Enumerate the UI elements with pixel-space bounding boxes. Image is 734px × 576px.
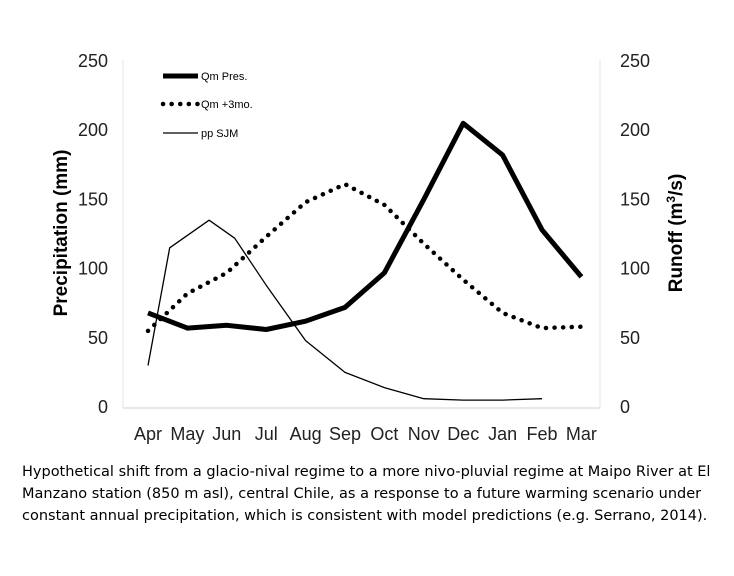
legend: Qm Pres. Qm +3mo. pp SJM	[160, 71, 253, 140]
legend-label-qm-pres: Qm Pres.	[201, 71, 247, 83]
right-axis-title-prefix: Runoff (m	[666, 203, 687, 293]
x-tick-label: Aug	[290, 424, 322, 444]
right-axis-title: Runoff (m3/s)	[664, 174, 687, 293]
series-qm-3mo-line	[145, 181, 584, 334]
x-tick-label: Nov	[408, 424, 440, 444]
x-tick-label: Mar	[566, 424, 597, 444]
x-tick-label: Oct	[370, 424, 398, 444]
x-tick-label: Jun	[212, 424, 241, 444]
x-axis-ticks: Apr May Jun Jul Aug Sep Oct Nov Dec Jan Feb Mar	[134, 424, 597, 444]
legend-label-qm-3mo: Qm +3mo.	[201, 99, 253, 111]
series-qm-pres-line	[147, 120, 584, 332]
right-tick-label: 50	[620, 328, 640, 348]
right-tick-label: 150	[620, 189, 650, 209]
left-tick-label: 250	[78, 51, 108, 71]
left-tick-label: 0	[98, 397, 108, 417]
right-tick-label: 200	[620, 120, 650, 140]
legend-label-pp-sjm: pp SJM	[201, 128, 238, 140]
right-tick-label: 0	[620, 397, 630, 417]
x-tick-label: Apr	[134, 424, 162, 444]
x-tick-label: May	[170, 424, 204, 444]
x-tick-label: Jan	[488, 424, 517, 444]
series-pp-sjm-line	[147, 219, 543, 401]
left-tick-label: 150	[78, 189, 108, 209]
figure-caption: Hypothetical shift from a glacio-nival r…	[22, 464, 711, 524]
x-tick-label: Jul	[255, 424, 278, 444]
right-tick-label: 250	[620, 51, 650, 71]
x-tick-label: Dec	[447, 424, 479, 444]
left-axis-ticks: 0 50 100 150 200 250	[78, 51, 108, 417]
left-tick-label: 50	[88, 328, 108, 348]
left-tick-label: 200	[78, 120, 108, 140]
x-tick-label: Sep	[329, 424, 361, 444]
x-tick-label: Feb	[526, 424, 557, 444]
left-tick-label: 100	[78, 259, 108, 279]
series-layer	[145, 120, 584, 401]
right-axis-ticks: 0 50 100 150 200 250	[620, 51, 650, 417]
left-axis-title: Precipitation (mm)	[51, 150, 72, 317]
right-axis-title-sup: 3	[664, 196, 678, 203]
right-tick-label: 100	[620, 259, 650, 279]
right-axis-title-suffix: /s)	[666, 174, 687, 196]
line-chart: 0 50 100 150 200 250 0 50 100 150 200 250 Apr May Ju…	[51, 51, 687, 444]
